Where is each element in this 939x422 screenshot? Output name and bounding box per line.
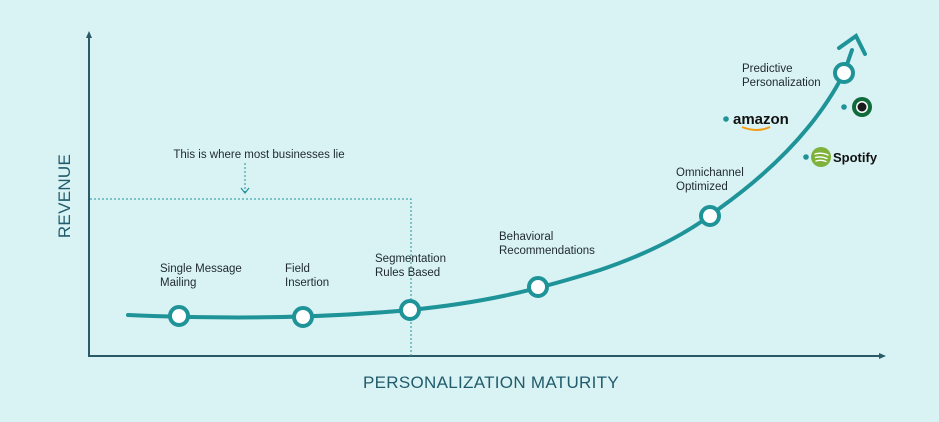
amazon-logo: amazon bbox=[723, 111, 789, 131]
y-axis-arrow-icon bbox=[86, 31, 92, 38]
curve-arrowhead-icon bbox=[837, 33, 867, 56]
stage-nodes bbox=[168, 62, 855, 328]
spotify-logo: Spotify bbox=[803, 147, 878, 167]
stage-label-line: Single Message bbox=[160, 263, 242, 275]
stage-node bbox=[168, 305, 190, 327]
amazon-wordmark: amazon bbox=[733, 111, 789, 128]
y-axis-label: REVENUE bbox=[55, 154, 74, 238]
bullet-icon bbox=[841, 104, 847, 110]
annotation-arrow-icon bbox=[240, 187, 250, 194]
stage-label-line: Behavioral bbox=[499, 231, 553, 243]
stage-node bbox=[833, 62, 855, 84]
x-axis-label: PERSONALIZATION MATURITY bbox=[363, 373, 619, 392]
stage-label-line: Field bbox=[285, 263, 310, 275]
stage-label: Segmentation Rules Based bbox=[375, 253, 446, 279]
stage-label: Single Message Mailing bbox=[160, 263, 242, 289]
stage-node bbox=[527, 276, 549, 298]
stage-node bbox=[292, 306, 314, 328]
stage-label-line: Predictive bbox=[742, 63, 793, 75]
bullet-icon bbox=[803, 154, 809, 160]
stage-label-line: Optimized bbox=[676, 181, 728, 193]
stage-label: Predictive Personalization bbox=[742, 63, 821, 89]
stage-label: Behavioral Recommendations bbox=[499, 231, 595, 257]
stage-label: Field Insertion bbox=[285, 263, 329, 289]
most-businesses-region bbox=[90, 198, 412, 356]
growth-curve bbox=[126, 48, 854, 320]
stage-label-line: Omnichannel bbox=[676, 167, 744, 179]
spotify-wordmark: Spotify bbox=[833, 150, 878, 165]
stage-label: Omnichannel Optimized bbox=[676, 167, 744, 193]
stage-label-line: Personalization bbox=[742, 77, 821, 89]
stage-label-line: Rules Based bbox=[375, 267, 440, 279]
stage-node bbox=[399, 299, 421, 321]
amazon-smile-icon bbox=[741, 126, 771, 131]
annotation-text: This is where most businesses lie bbox=[173, 149, 344, 161]
starbucks-logo bbox=[841, 97, 872, 117]
stage-label-line: Insertion bbox=[285, 277, 329, 289]
stage-label-line: Recommendations bbox=[499, 245, 595, 257]
bullet-icon bbox=[723, 116, 729, 122]
stage-label-line: Mailing bbox=[160, 277, 196, 289]
stage-label-line: Segmentation bbox=[375, 253, 446, 265]
stage-node bbox=[699, 205, 721, 227]
x-axis-arrow-icon bbox=[879, 353, 886, 359]
